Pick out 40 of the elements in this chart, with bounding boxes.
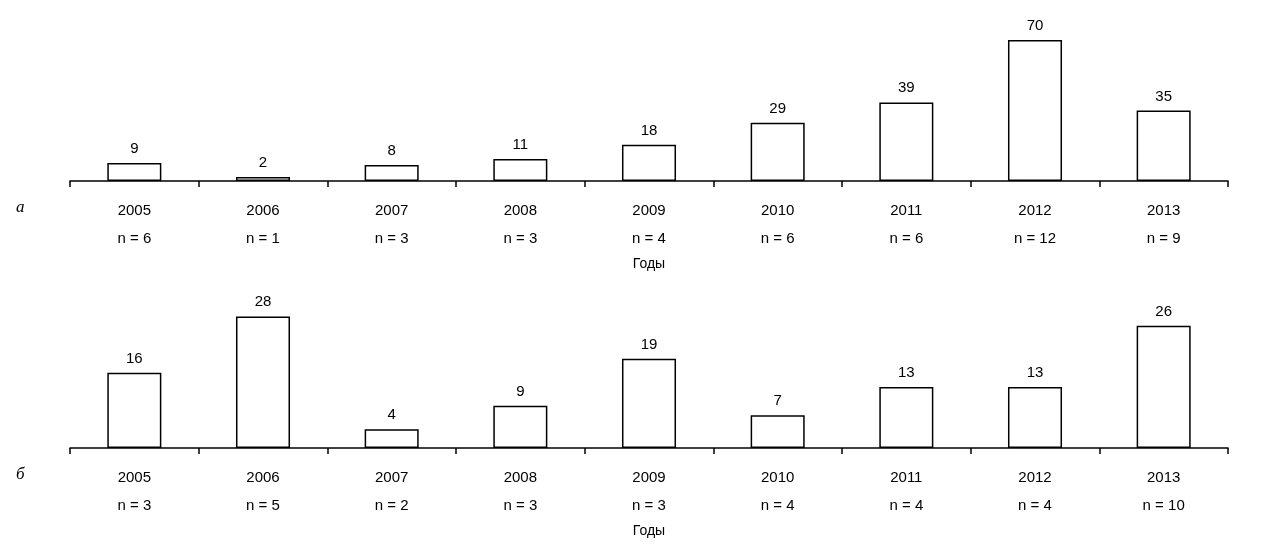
data-label: 13 [897, 362, 915, 380]
x-tick-label: 2010 n = 4 [760, 467, 795, 513]
x-tick-label: 2008 n = 3 [503, 467, 538, 513]
data-label: 26 [1155, 301, 1173, 319]
x-axis-title: Годы [632, 522, 666, 538]
x-tick-label: 2008 n = 3 [503, 200, 538, 246]
x-tick-label: 2006 n = 1 [246, 200, 280, 246]
x-tick-label: 2010 n = 6 [760, 200, 795, 246]
data-label: 29 [769, 98, 787, 116]
data-label: 2 [258, 153, 268, 171]
data-label: 11 [512, 134, 529, 152]
data-label: 19 [640, 334, 658, 352]
x-tick-label: 2013 n = 10 [1142, 467, 1185, 513]
x-tick-label: 2011 n = 6 [889, 200, 924, 246]
x-tick-label: 2012 n = 12 [1013, 200, 1057, 246]
data-label: 18 [640, 120, 658, 138]
x-tick-label: 2005 n = 6 [117, 200, 152, 246]
data-label: 35 [1155, 86, 1173, 104]
data-label: 9 [130, 138, 139, 156]
data-label: 28 [254, 292, 272, 310]
data-label: 8 [387, 140, 396, 158]
data-label: 7 [773, 391, 782, 409]
x-tick-label: 2012 n = 4 [1018, 467, 1052, 513]
x-tick-label: 2005 n = 3 [117, 467, 152, 513]
x-tick-label: 2011 n = 4 [889, 467, 924, 513]
x-tick-label: 2006 n = 5 [246, 467, 280, 513]
x-tick-label: 2013 n = 9 [1146, 200, 1181, 246]
data-label: 4 [387, 405, 396, 423]
data-label: 9 [516, 381, 525, 399]
data-label: 70 [1026, 16, 1044, 33]
data-label: 13 [1026, 362, 1044, 380]
x-tick-label: 2007 n = 3 [374, 200, 409, 246]
x-tick-label: 2007 n = 2 [374, 467, 409, 513]
data-label: 16 [125, 348, 143, 366]
data-label: 39 [897, 78, 915, 96]
x-axis-title: Годы [632, 255, 666, 271]
text: а [16, 197, 25, 216]
x-tick-label: 2009 n = 4 [632, 200, 666, 246]
text: б [16, 464, 25, 483]
x-tick-label: 2009 n = 3 [632, 467, 666, 513]
